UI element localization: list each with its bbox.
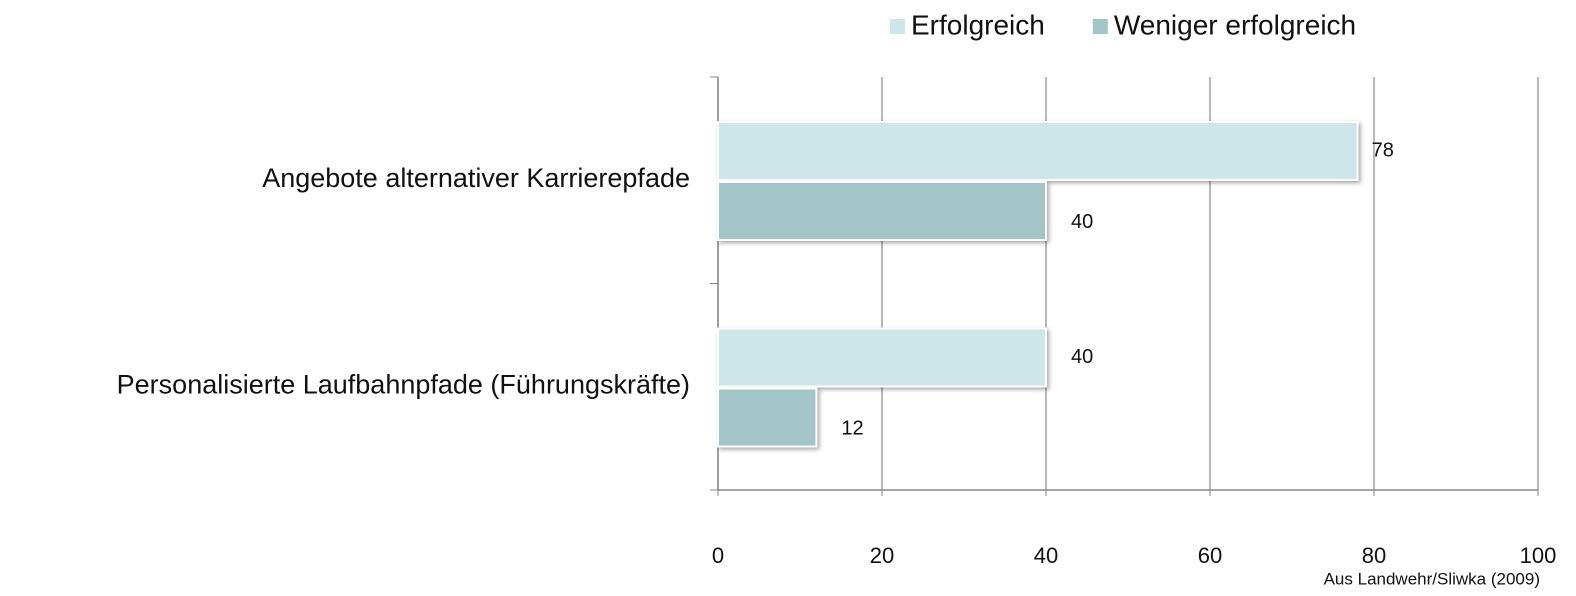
value-label: 12 (841, 417, 863, 439)
category-label: Angebote alternativer Karrierepfade (262, 163, 690, 193)
value-label: 40 (1071, 211, 1093, 233)
value-label: 40 (1071, 346, 1093, 368)
bar (717, 327, 1047, 388)
source-note: Aus Landwehr/Sliwka (2009) (1324, 569, 1540, 588)
x-tick-label: 100 (1520, 543, 1557, 568)
category-label: Personalisierte Laufbahnpfade (Führungsk… (117, 370, 690, 400)
legend-label: Weniger erfolgreich (1114, 9, 1356, 40)
legend-label: Erfolgreich (911, 9, 1045, 40)
value-label: 78 (1372, 139, 1394, 161)
x-tick-label: 20 (870, 543, 894, 568)
bar (717, 387, 818, 448)
x-tick-label: 80 (1362, 543, 1386, 568)
x-tick-label: 0 (712, 543, 724, 568)
bar (717, 121, 1359, 181)
bar (717, 181, 1047, 241)
x-tick-label: 40 (1034, 543, 1058, 568)
legend-swatch (1092, 19, 1108, 34)
legend-swatch (890, 19, 905, 34)
x-tick-label: 60 (1198, 543, 1222, 568)
